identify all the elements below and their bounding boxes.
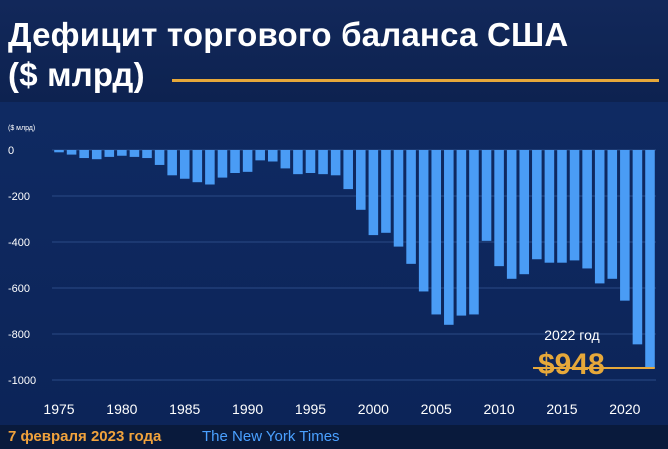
x-tick-label: 2015	[546, 401, 577, 417]
y-unit-label: ($ млрд)	[8, 125, 35, 132]
x-tick-label: 1975	[43, 401, 74, 417]
footer-source: The New York Times	[202, 428, 340, 445]
y-tick-label: -200	[8, 191, 30, 203]
bar-1984	[167, 150, 177, 176]
bar-1995	[305, 150, 316, 173]
y-tick-label: -600	[8, 283, 30, 295]
x-tick-label: 2000	[358, 401, 389, 417]
bar-1999	[356, 150, 366, 210]
trade-deficit-chart: ($ млрд) 0 -200 -400 -600 -800 -1000 1975 1980…	[8, 125, 656, 417]
x-axis-ticks: 1975 1980 1985 1990 1995 2000 2005 2010 2015 2020	[43, 401, 640, 417]
x-tick-label: 2010	[484, 401, 515, 417]
bar-2017	[582, 150, 592, 269]
bar-2009	[481, 150, 492, 241]
bar-1986	[192, 150, 203, 183]
bar-2002	[393, 150, 404, 247]
bar-2000	[368, 150, 379, 236]
bar-1977	[79, 150, 89, 159]
bar-2006	[444, 150, 454, 325]
bar-2021	[632, 150, 643, 345]
bar-2007	[456, 150, 467, 316]
x-tick-label: 2005	[421, 401, 452, 417]
x-tick-label: 2020	[609, 401, 640, 417]
bar-2018	[594, 150, 605, 284]
x-tick-label: 1995	[295, 401, 326, 417]
bar-1991	[255, 150, 265, 161]
title-band	[0, 0, 668, 102]
annotation-value: $948	[538, 348, 605, 381]
annotation-year: 2022 год	[544, 327, 599, 343]
bar-2003	[406, 150, 416, 264]
bar-1988	[217, 150, 228, 178]
chart-title: Дефицит торгового баланса США	[8, 16, 569, 53]
annotation: 2022 год $948	[533, 327, 655, 381]
gridlines	[52, 149, 656, 381]
bar-1983	[154, 150, 165, 165]
bar-1982	[142, 150, 152, 159]
chart-unit-title: ($ млрд)	[8, 56, 145, 93]
bar-1976	[66, 150, 77, 155]
x-tick-label: 1980	[106, 401, 137, 417]
bar-2004	[418, 150, 429, 292]
title-underline	[172, 79, 659, 82]
bar-2022	[645, 150, 655, 369]
bar-2016	[569, 150, 580, 261]
bar-1998	[343, 150, 353, 190]
bar-2019	[607, 150, 618, 279]
bar-1996	[318, 150, 328, 175]
bar-2020	[620, 150, 630, 301]
bar-1994	[293, 150, 303, 175]
bar-2014	[544, 150, 555, 263]
y-tick-label: -400	[8, 237, 30, 249]
bar-1987	[205, 150, 215, 185]
y-tick-label: -1000	[8, 375, 36, 387]
bar-1989	[230, 150, 240, 173]
footer-date: 7 февраля 2023 года	[8, 428, 162, 445]
bars	[54, 150, 655, 369]
bar-2013	[532, 150, 542, 260]
x-tick-label: 1985	[169, 401, 200, 417]
bar-2010	[494, 150, 504, 267]
y-tick-label: -800	[8, 329, 30, 341]
footer-band	[0, 425, 668, 449]
bar-1997	[330, 150, 341, 176]
bar-1979	[104, 150, 115, 157]
bar-2005	[431, 150, 442, 315]
bar-2001	[381, 150, 391, 233]
bar-2008	[469, 150, 479, 315]
y-axis-ticks: 0 -200 -400 -600 -800 -1000	[8, 145, 36, 387]
bar-1990	[242, 150, 253, 172]
bar-2011	[506, 150, 517, 279]
bar-1992	[267, 150, 278, 162]
bar-1981	[129, 150, 140, 157]
bar-1985	[179, 150, 190, 179]
bar-2015	[557, 150, 567, 263]
x-tick-label: 1990	[232, 401, 263, 417]
y-tick-label: 0	[8, 145, 14, 157]
plot-area: ($ млрд) 0 -200 -400 -600 -800 -1000 1975 1980…	[0, 102, 668, 425]
bar-1978	[91, 150, 102, 160]
bar-1993	[280, 150, 291, 169]
bar-1980	[117, 150, 127, 156]
bar-2012	[519, 150, 530, 275]
bar-1975	[54, 150, 64, 153]
